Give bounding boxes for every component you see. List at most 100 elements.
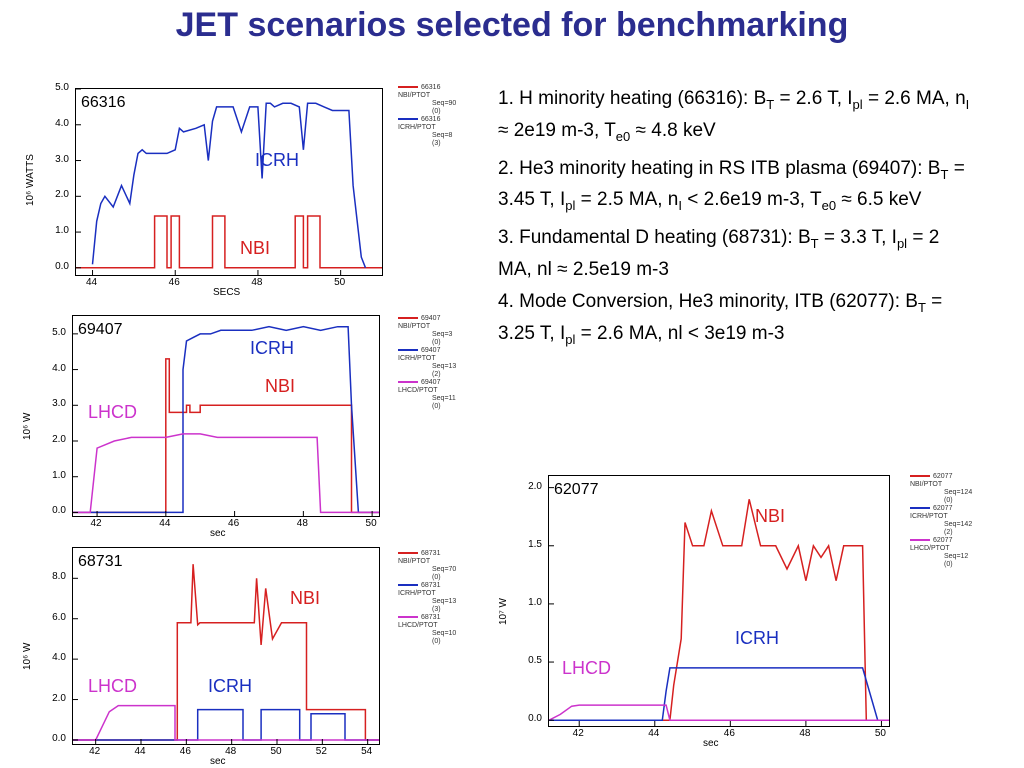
legend-entry: 68731 NBI/PTOT — [398, 550, 456, 566]
legend-swatch — [398, 584, 418, 587]
shot-number: 62077 — [554, 481, 599, 498]
y-tick-label: 3.0 — [52, 398, 66, 410]
scenario-list: 1. H minority heating (66316): BT = 2.6 … — [498, 86, 978, 359]
y-tick-label: 4.0 — [55, 117, 69, 129]
x-tick-label: 46 — [723, 728, 735, 739]
y-axis-label: 10⁶ W — [22, 412, 33, 440]
x-tick-label: 50 — [365, 518, 377, 529]
x-axis-label: sec — [703, 738, 719, 749]
legend-entry: Seq=13 (3) — [398, 598, 456, 614]
subscript: I — [678, 198, 682, 214]
x-tick-label: 46 — [168, 277, 180, 288]
legend-text: 62077 NBI/PTOT — [910, 473, 953, 488]
scenario-text: 2. He3 minority heating in RS ITB plasma… — [498, 157, 941, 179]
legend-entry: Seq=90 (0) — [398, 100, 456, 116]
plot-area — [75, 88, 383, 276]
legend-entry: 62077 ICRH/PTOT — [910, 505, 972, 521]
legend-entry: Seq=8 (3) — [398, 132, 456, 148]
y-tick-label: 4.0 — [52, 652, 66, 664]
scenario-item-1: 1. H minority heating (66316): BT = 2.6 … — [498, 86, 978, 150]
scenario-text: = 2.5 MA, n — [575, 189, 679, 211]
y-tick-label: 2.0 — [52, 434, 66, 445]
plot-svg — [549, 487, 889, 726]
y-tick-label: 5.0 — [52, 326, 66, 338]
legend-entry: 69407 ICRH/PTOT — [398, 347, 456, 363]
subscript: e0 — [821, 198, 837, 214]
subscript: pl — [565, 331, 576, 347]
series-line-lhcd — [549, 704, 889, 721]
series-annotation: LHCD — [88, 676, 138, 696]
y-tick-label: 0.0 — [52, 505, 66, 517]
series-annotation: ICRH — [208, 676, 252, 696]
scenario-text: = 2.6 T, I — [774, 88, 853, 109]
legend-swatch — [910, 539, 930, 542]
legend-entry: Seq=142 (2) — [910, 521, 972, 537]
legend-entry: 66316 NBI/PTOT — [398, 84, 456, 100]
legend-swatch — [398, 381, 418, 384]
legend-text: Seq=70 (0) — [432, 566, 457, 581]
series-annotation: NBI — [755, 506, 786, 526]
y-tick-label: 1.0 — [52, 469, 66, 481]
plot-area — [72, 547, 380, 745]
y-tick-label: 0.0 — [528, 713, 542, 725]
subscript: e0 — [615, 128, 631, 144]
legend-entry: Seq=11 (0) — [398, 395, 456, 411]
x-tick-label: 42 — [572, 728, 584, 739]
shot-number: 66316 — [81, 94, 126, 111]
legend-swatch — [398, 317, 418, 320]
scenario-text: 4. Mode Conversion, He3 minority, ITB (6… — [498, 290, 918, 312]
series-annotation: LHCD — [562, 658, 612, 678]
legend-swatch — [398, 349, 418, 352]
x-tick-label: 48 — [296, 518, 308, 529]
y-axis-label: 10⁶ WATTS — [25, 154, 36, 206]
subscript: pl — [565, 198, 576, 214]
scenario-text: 1. H minority heating (66316): B — [498, 88, 767, 109]
legend-text: 68731 ICRH/PTOT — [398, 582, 441, 597]
legend-text: 69407 LHCD/PTOT — [398, 379, 441, 394]
subscript: pl — [896, 235, 908, 251]
legend-text: Seq=13 (2) — [432, 363, 457, 378]
y-tick-label: 5.0 — [55, 82, 69, 93]
legend-entry: 69407 NBI/PTOT — [398, 315, 456, 331]
legend-text: 68731 NBI/PTOT — [398, 550, 441, 565]
x-tick-label: 42 — [90, 518, 102, 529]
legend-text: Seq=124 (0) — [944, 489, 973, 504]
x-tick-label: 54 — [361, 746, 373, 757]
legend-text: 69407 NBI/PTOT — [398, 315, 441, 330]
subscript: I — [965, 96, 970, 112]
legend-entry: 62077 NBI/PTOT — [910, 473, 972, 489]
chart-legend: 69407 NBI/PTOT Seq=3 (0) 69407 ICRH/PTOT Se… — [398, 315, 456, 411]
scenario-text: = 3.3 T, I — [818, 227, 897, 249]
series-annotation: ICRH — [250, 338, 294, 358]
series-annotation: ICRH — [255, 150, 299, 170]
legend-swatch — [398, 86, 418, 89]
legend-text: 69407 ICRH/PTOT — [398, 347, 441, 362]
legend-swatch — [398, 118, 418, 121]
scenario-text: ≈ 4.8 keV — [630, 119, 716, 141]
legend-swatch — [398, 552, 418, 555]
legend-text: Seq=90 (0) — [432, 100, 457, 115]
legend-entry: 62077 LHCD/PTOT — [910, 537, 972, 553]
legend-entry: 66316 ICRH/PTOT — [398, 116, 456, 132]
scenario-text: < 2.6e19 m-3, T — [682, 189, 822, 211]
legend-text: Seq=3 (0) — [432, 331, 453, 346]
legend-text: Seq=10 (0) — [432, 630, 457, 645]
series-annotation: NBI — [265, 376, 296, 396]
x-tick-label: 46 — [228, 518, 240, 529]
y-axis-label: 10⁶ W — [22, 642, 33, 670]
subscript: T — [766, 96, 775, 112]
x-tick-label: 50 — [874, 728, 886, 739]
y-tick-label: 2.0 — [52, 692, 66, 704]
scenario-text: = 3.25 T, I — [498, 290, 943, 344]
scenario-text: = 3.45 T, I — [498, 157, 965, 211]
legend-swatch — [398, 616, 418, 619]
legend-text: Seq=8 (3) — [432, 132, 453, 147]
x-tick-label: 50 — [334, 277, 346, 288]
series-line-icrh — [73, 708, 379, 741]
scenario-text: ≈ 2e19 m-3, T — [498, 119, 616, 141]
subscript: T — [940, 166, 949, 182]
legend-text: Seq=13 (3) — [432, 598, 457, 613]
y-tick-label: 4.0 — [52, 362, 66, 374]
subscript: T — [917, 299, 926, 315]
y-tick-label: 0.0 — [52, 732, 66, 744]
